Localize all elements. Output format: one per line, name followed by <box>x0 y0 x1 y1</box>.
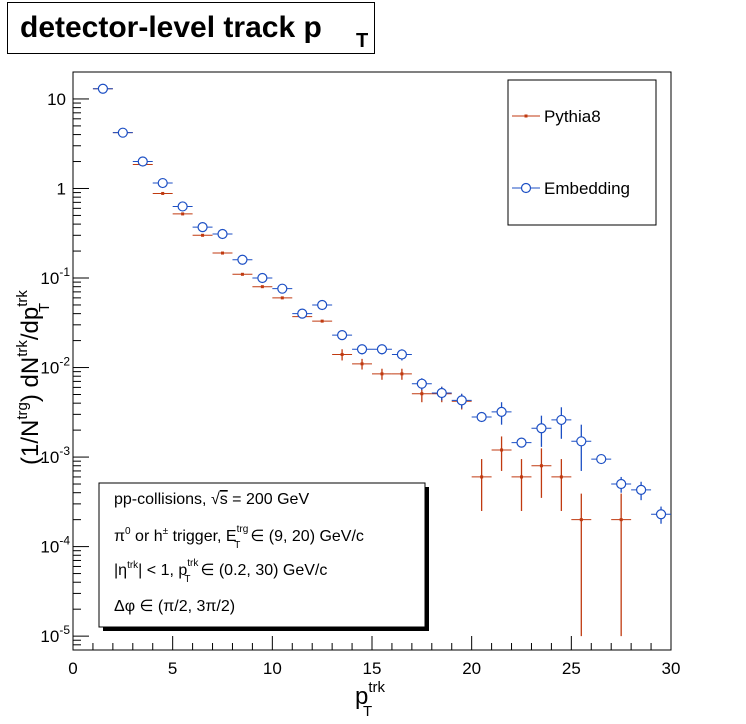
data-point <box>500 448 504 452</box>
data-point <box>436 387 447 399</box>
annotation-panel <box>98 482 426 628</box>
data-point <box>376 344 388 355</box>
data-point <box>635 484 647 495</box>
x-tick-label: 30 <box>662 659 681 678</box>
x-tick-label: 25 <box>562 659 581 678</box>
x-tick-label: 0 <box>68 659 77 678</box>
y-tick-label: 10-4 <box>40 534 70 557</box>
data-point <box>476 411 487 423</box>
data-point <box>416 378 427 389</box>
data-point <box>596 453 607 465</box>
data-point <box>496 406 507 417</box>
legend-pythia8-label: Pythia8 <box>544 107 601 126</box>
data-point <box>516 437 527 448</box>
data-point <box>360 362 364 366</box>
data-point <box>579 518 583 522</box>
data-point <box>337 330 348 341</box>
data-point <box>297 308 308 319</box>
data-point <box>536 423 547 434</box>
data-point <box>137 156 148 167</box>
data-point <box>161 191 165 195</box>
x-tick-label: 5 <box>168 659 177 678</box>
data-point <box>257 272 268 284</box>
data-point <box>221 251 224 255</box>
data-point <box>320 319 324 323</box>
x-axis-title: ptrk T <box>355 679 386 720</box>
chart-title-box: detector-level track p T <box>7 2 375 54</box>
y-tick-label: 1 <box>57 179 66 198</box>
data-point <box>400 372 404 376</box>
y-tick-label: 10-1 <box>40 265 70 288</box>
data-point <box>539 464 543 468</box>
chart-title: detector-level track p <box>20 11 322 44</box>
legend-box <box>507 79 657 226</box>
annotation-dphi: Δφ ∈ (π/2, 3π/2) <box>114 598 235 615</box>
data-point <box>280 296 284 300</box>
legend-pythia8-marker <box>524 114 528 118</box>
data-point <box>181 212 185 216</box>
data-point <box>217 228 228 240</box>
annotation-box: pp-collisions, √s = 200 GeV π0 or h± tri… <box>98 482 429 631</box>
data-point <box>356 344 368 355</box>
data-point <box>559 475 563 479</box>
data-point <box>396 349 407 360</box>
data-point <box>157 177 168 189</box>
chart-title-subscript: T <box>356 30 369 52</box>
legend-embedding-label: Embedding <box>544 179 630 198</box>
series-embedding <box>92 83 671 524</box>
legend: Pythia8 Embedding <box>507 79 657 226</box>
data-point <box>655 509 667 520</box>
data-point <box>380 372 384 376</box>
data-point <box>97 83 109 94</box>
annotation-collisions: pp-collisions, √s = 200 GeV <box>114 491 309 508</box>
legend-embedding-marker <box>520 182 532 194</box>
data-point <box>260 285 264 289</box>
data-point <box>576 436 587 447</box>
data-point <box>420 392 424 396</box>
data-point <box>177 201 188 212</box>
y-tick-label: 10-3 <box>40 444 70 467</box>
data-point <box>520 475 523 479</box>
data-point <box>456 395 467 406</box>
data-point <box>480 475 484 479</box>
y-tick-label: 10-5 <box>40 623 70 646</box>
data-point <box>616 478 627 490</box>
data-point <box>277 283 288 294</box>
data-point <box>237 254 248 265</box>
data-point <box>240 272 244 276</box>
data-point <box>556 414 567 426</box>
data-point <box>317 299 328 311</box>
y-tick-label: 10 <box>47 90 66 109</box>
data-point <box>201 233 205 237</box>
data-points <box>92 83 671 637</box>
data-point <box>340 352 344 356</box>
data-point <box>619 518 623 522</box>
x-tick-label: 10 <box>263 659 282 678</box>
data-point <box>197 222 208 233</box>
x-tick-label: 15 <box>363 659 382 678</box>
x-tick-label: 20 <box>462 659 481 678</box>
data-point <box>117 127 128 138</box>
axes: 0 5 10 15 20 25 30 10 1 10-1 10-2 10-3 10-4 10-5 <box>40 71 681 678</box>
y-tick-label: 10-2 <box>40 355 70 378</box>
